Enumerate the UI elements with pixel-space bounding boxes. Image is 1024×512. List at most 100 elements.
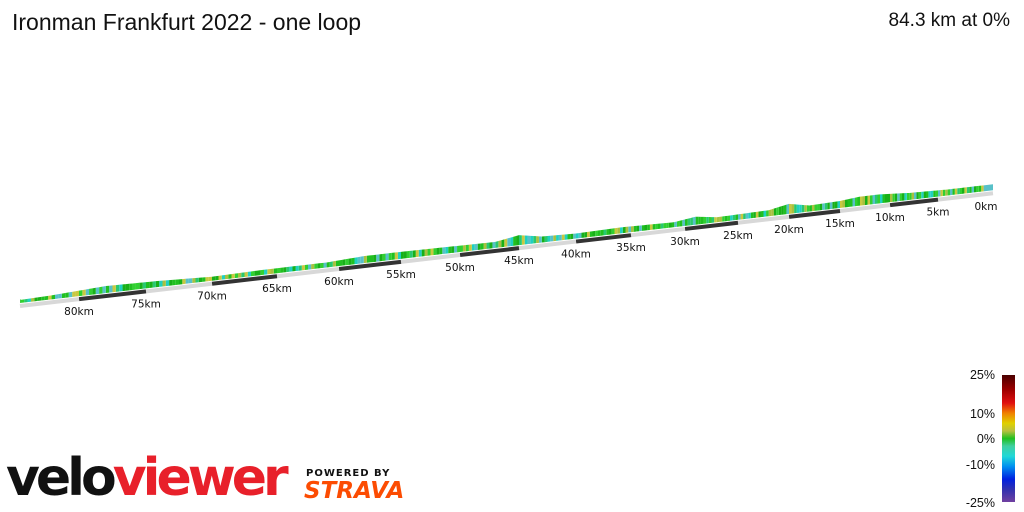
profile-segment [666,222,669,229]
profile-segment [740,213,744,220]
profile-segment [65,292,69,298]
profile-segment [786,203,789,215]
profile-segment [348,258,352,265]
profile-segment [902,193,905,201]
profile-segment [660,223,664,229]
profile-segment [758,211,761,218]
profile-segment [668,222,672,228]
tick-label: 45km [504,255,534,267]
profile-segment [58,293,62,299]
veloviewer-logo[interactable]: veloviewer [6,448,289,508]
profile-segment [892,193,895,202]
profile-segment [561,234,565,241]
profile-segment [115,284,120,292]
profile-segment [877,194,880,204]
profile-segment [460,245,463,253]
profile-segment [799,204,802,213]
profile-segment [620,227,623,234]
profile-segment [840,200,843,208]
profile-segment [652,224,656,230]
tick-label: 25km [723,230,753,242]
profile-segment [921,191,924,199]
profile-segment [918,191,922,199]
profile-segment [768,209,772,217]
profile-segment [172,279,176,286]
distance-bar-segment [788,208,841,219]
profile-segment [182,278,186,285]
profile-segment [636,225,640,232]
profile-segment [37,296,42,301]
profile-segment [85,288,90,296]
profile-segment [567,234,571,240]
profile-segment [940,189,943,197]
profile-segment [649,224,653,230]
profile-segment [471,244,475,251]
distance-bar-segment [937,191,994,202]
profile-segment [663,222,667,229]
profile-segment [495,241,499,248]
profile-segment [753,211,756,219]
profile-segment [527,235,531,245]
profile-segment [44,295,49,301]
profile-segment [778,206,782,216]
profile-segment [513,236,517,246]
profile-segment [202,277,206,282]
profile-segment [644,224,648,231]
profile-segment [837,200,840,209]
profile-segment [631,226,634,233]
profile-segment [781,205,784,215]
profile-segment [451,246,455,254]
profile-segment [498,240,502,248]
tick-label: 70km [197,291,227,303]
distance-bar-segment [684,220,739,231]
distance-bar-segment [276,267,340,279]
profile-segment [298,265,302,271]
profile-segment [611,228,615,235]
profile-segment [553,235,557,242]
profile-segment [976,185,979,193]
strava-logo[interactable]: STRAVA [304,478,405,504]
profile-segment [682,219,685,227]
profile-segment [865,195,868,206]
profile-segment [260,269,264,276]
profile-segment [486,242,490,249]
profile-segment [454,245,458,253]
profile-segment [598,230,601,237]
tick-label: 30km [670,236,700,248]
profile-segment [462,245,466,252]
profile-segment [773,207,777,216]
profile-segment [72,291,76,297]
profile-segment [789,203,792,214]
profile-segment [541,236,545,243]
profile-segment [692,216,696,226]
profile-segment [719,216,723,222]
profile-segment [533,236,537,244]
profile-segment [34,297,38,302]
distance-bar [19,191,994,308]
profile-segment [430,248,434,256]
profile-segment [382,253,386,261]
profile-segment [146,281,150,289]
profile-segment [403,251,407,259]
profile-segment [185,278,189,284]
profile-segment [743,213,746,220]
profile-segment [570,233,574,240]
legend-label: -25% [965,496,995,510]
profile-segment [335,260,339,267]
profile-segment [421,249,425,257]
profile-segment [783,204,787,215]
profile-segment [139,282,143,290]
profile-segment [457,245,460,253]
profile-segment [254,270,258,276]
distance-ticks: 0km 5km 10km 15km 20km 25km 30km 35km 40km 45km 50… [64,201,997,318]
profile-segment [79,290,83,297]
profile-segment [947,189,950,196]
profile-segment [82,289,86,296]
profile-segment [238,272,242,278]
profile-segment [685,218,688,226]
profile-segment [850,198,853,207]
profile-segment [257,270,261,276]
profile-segment [550,235,554,242]
profile-segment [326,261,330,268]
distance-bar-segment [630,226,686,238]
